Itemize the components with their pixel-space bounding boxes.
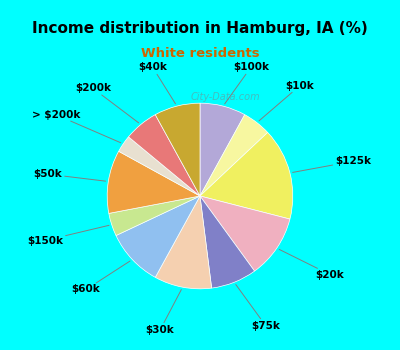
- Text: $60k: $60k: [72, 261, 130, 294]
- Text: $100k: $100k: [225, 62, 269, 104]
- Wedge shape: [116, 196, 200, 277]
- Text: $125k: $125k: [293, 156, 371, 173]
- Text: $10k: $10k: [259, 80, 314, 121]
- Wedge shape: [155, 196, 212, 289]
- Text: $150k: $150k: [27, 225, 109, 246]
- Wedge shape: [128, 115, 200, 196]
- Text: $200k: $200k: [75, 83, 139, 123]
- Wedge shape: [200, 103, 245, 196]
- Wedge shape: [107, 151, 200, 214]
- Text: $40k: $40k: [138, 62, 176, 104]
- Text: $30k: $30k: [146, 290, 181, 335]
- Wedge shape: [200, 115, 268, 196]
- Wedge shape: [200, 132, 293, 219]
- Text: City-Data.com: City-Data.com: [190, 92, 260, 102]
- Wedge shape: [200, 196, 254, 288]
- Text: $75k: $75k: [236, 285, 280, 331]
- Text: $50k: $50k: [33, 169, 106, 181]
- Text: White residents: White residents: [141, 47, 259, 60]
- Text: $20k: $20k: [279, 250, 344, 280]
- Wedge shape: [155, 103, 200, 196]
- Text: > $200k: > $200k: [32, 110, 121, 143]
- Wedge shape: [119, 137, 200, 196]
- Wedge shape: [109, 196, 200, 236]
- Text: Income distribution in Hamburg, IA (%): Income distribution in Hamburg, IA (%): [32, 21, 368, 36]
- Wedge shape: [200, 196, 290, 271]
